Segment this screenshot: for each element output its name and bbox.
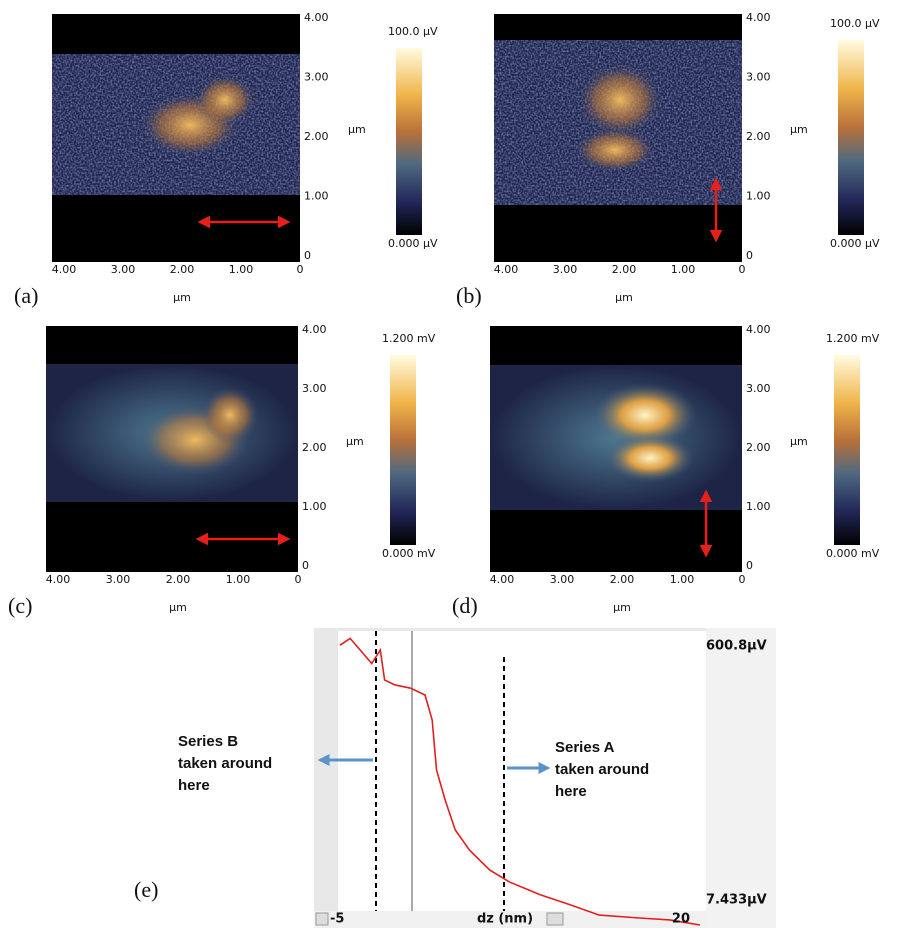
plot-area [338,631,706,911]
y-unit: µm [790,435,808,448]
x-tick-label: 4.00 [494,263,519,276]
y-tick-label: 0 [302,559,309,572]
x-tick-label: 3.00 [553,263,578,276]
y-tick-label: 600.8µV [706,639,767,654]
image-blob [202,387,258,443]
x-tick-label: 2.00 [170,263,195,276]
y-tick-label: 3.00 [746,382,771,395]
x-tick-label: 3.00 [550,573,575,586]
y-tick-label: 3.00 [304,71,329,84]
y-tick-label: 7.433µV [706,893,767,908]
image-blob [578,64,662,136]
dropdown[interactable] [546,912,564,926]
x-tick-label: 1.00 [226,573,251,586]
y-tick-label: 2.00 [746,441,771,454]
x-tick-label: 4.00 [46,573,71,586]
y-tick-label: 2.00 [302,441,327,454]
colorbar-max: 100.0 µV [388,25,438,38]
y-tick-label: 0 [304,249,311,262]
y-tick-label: 1.00 [304,190,329,203]
y-tick-label: 4.00 [746,323,771,336]
x-tick-label: 0 [297,263,304,276]
panel-label: (b) [456,283,482,308]
y-tick-label: 1.00 [302,500,327,513]
colorbar-min: 0.000 mV [382,547,436,560]
image-blob [575,128,655,172]
x-tick-label: 1.00 [229,263,254,276]
x-tick-label: 2.00 [612,263,637,276]
trace [339,637,701,926]
x-tick-label: 0 [739,573,746,586]
colorbar [838,40,864,235]
button[interactable] [315,912,329,926]
y-tick-label: 2.00 [304,130,329,143]
x-tick-label: 20 [672,912,690,927]
x-tick-label: 4.00 [490,573,515,586]
colorbar-max: 100.0 µV [830,17,880,30]
y-unit: µm [348,123,366,136]
colorbar-max: 1.200 mV [826,332,880,345]
annotation: taken around [555,761,649,778]
y-tick-label: 3.00 [746,71,771,84]
image-blob [593,383,697,447]
y-tick-label: 3.00 [302,382,327,395]
x-tick-label: 2.00 [166,573,191,586]
x-tick-label: 4.00 [52,263,77,276]
x-unit: µm [169,601,187,614]
y-tick-label: 4.00 [304,11,329,24]
annotation: taken around [178,755,272,772]
y-tick-label: 0 [746,559,753,572]
panel-label: (a) [14,283,38,308]
y-tick-label: 0 [746,249,753,262]
x-unit: µm [615,291,633,304]
x-tick-label: 1.00 [670,573,695,586]
y-tick-label: 1.00 [746,190,771,203]
y-tick-label: 4.00 [302,323,327,336]
annotation: here [555,783,587,800]
panel-label: (c) [8,593,32,618]
image-blob [606,434,694,482]
colorbar [390,355,416,545]
colorbar-min: 0.000 µV [830,237,880,250]
x-tick-label: 3.00 [111,263,136,276]
annotation: Series A [555,739,615,756]
plot-side [706,628,776,928]
x-tick-label: 1.00 [671,263,696,276]
x-tick-label: 2.00 [610,573,635,586]
colorbar [396,48,422,235]
x-tick-label: 0 [295,573,302,586]
x-unit: µm [173,291,191,304]
colorbar-min: 0.000 mV [826,547,880,560]
colorbar-min: 0.000 µV [388,237,438,250]
colorbar [834,355,860,545]
colorbar-max: 1.200 mV [382,332,436,345]
annotation: here [178,777,210,794]
x-tick-label: 0 [739,263,746,276]
panel-label: (e) [134,877,158,902]
y-tick-label: 4.00 [746,11,771,24]
y-unit: µm [790,123,808,136]
x-unit: µm [613,601,631,614]
image-blob [195,75,255,125]
y-tick-label: 2.00 [746,130,771,143]
x-axis-label: dz (nm) [477,912,533,927]
y-tick-label: 1.00 [746,500,771,513]
annotation: Series B [178,733,238,750]
panel-label: (d) [452,593,478,618]
y-unit: µm [346,435,364,448]
x-tick-label: 3.00 [106,573,131,586]
x-tick-label: -5 [330,912,344,927]
